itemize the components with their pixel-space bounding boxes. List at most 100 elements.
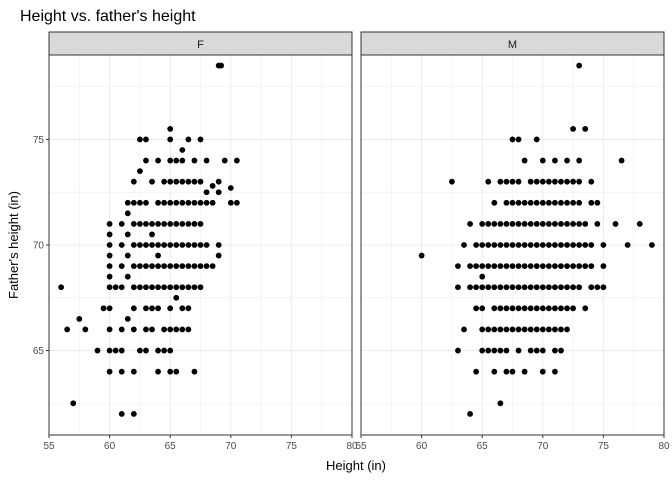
data-point: [552, 284, 558, 291]
data-point: [106, 263, 113, 270]
data-point: [552, 326, 558, 333]
data-point: [167, 368, 174, 375]
data-point: [564, 305, 570, 312]
data-point: [191, 178, 198, 185]
data-point: [161, 199, 168, 206]
data-point: [545, 305, 552, 312]
data-point: [209, 263, 216, 270]
data-point: [185, 178, 192, 185]
data-point: [558, 178, 564, 185]
data-point: [491, 242, 498, 248]
data-point: [161, 220, 168, 227]
data-point: [118, 368, 125, 375]
data-point: [539, 284, 546, 291]
data-point: [497, 242, 504, 248]
data-point: [70, 400, 77, 407]
data-point: [118, 347, 125, 354]
data-point: [64, 326, 71, 333]
data-point: [155, 347, 161, 354]
data-point: [533, 284, 540, 291]
data-point: [473, 284, 480, 291]
data-point: [479, 347, 486, 354]
data-point: [124, 273, 131, 280]
data-point: [118, 263, 125, 270]
data-point: [130, 410, 137, 417]
data-point: [564, 178, 570, 185]
data-point: [503, 220, 510, 227]
data-point: [137, 284, 143, 291]
data-point: [167, 178, 174, 185]
data-point: [558, 242, 564, 248]
data-point: [179, 326, 186, 333]
data-point: [564, 199, 570, 206]
data-point: [539, 242, 546, 248]
data-point: [558, 263, 564, 270]
data-point: [161, 326, 168, 333]
data-point: [564, 242, 570, 248]
data-point: [130, 178, 137, 185]
data-point: [570, 199, 576, 206]
data-point: [191, 368, 198, 375]
data-point: [449, 178, 455, 185]
data-point: [564, 220, 570, 227]
data-point: [149, 263, 155, 270]
data-point: [137, 242, 143, 248]
data-point: [503, 263, 510, 270]
data-point: [185, 284, 192, 291]
data-point: [533, 263, 540, 270]
x-tick-label: 70: [537, 441, 549, 452]
data-point: [215, 189, 222, 196]
data-point: [485, 284, 492, 291]
data-point: [112, 347, 119, 354]
data-point: [648, 242, 655, 248]
data-point: [582, 220, 589, 227]
data-point: [491, 368, 498, 375]
data-point: [515, 220, 522, 227]
facet-strip-label: F: [197, 39, 204, 51]
data-point: [106, 368, 113, 375]
data-point: [155, 368, 161, 375]
data-point: [185, 220, 192, 227]
data-point: [545, 220, 552, 227]
data-point: [167, 326, 174, 333]
data-point: [191, 284, 198, 291]
data-point: [612, 220, 619, 227]
data-point: [143, 263, 149, 270]
data-point: [130, 220, 137, 227]
data-point: [173, 220, 180, 227]
data-point: [161, 284, 168, 291]
data-point: [455, 284, 461, 291]
data-point: [461, 326, 467, 333]
data-point: [112, 284, 119, 291]
data-point: [185, 242, 192, 248]
data-point: [155, 157, 161, 164]
data-point: [503, 326, 510, 333]
data-point: [576, 199, 583, 206]
data-point: [191, 242, 198, 248]
y-tick-label: 65: [33, 346, 45, 357]
data-point: [588, 178, 595, 185]
data-point: [503, 305, 510, 312]
data-point: [473, 242, 480, 248]
data-point: [143, 284, 149, 291]
data-point: [521, 199, 528, 206]
data-point: [509, 178, 516, 185]
data-point: [197, 242, 204, 248]
data-point: [203, 189, 210, 196]
data-point: [491, 263, 498, 270]
data-point: [558, 305, 564, 312]
data-point: [552, 347, 558, 354]
data-point: [161, 347, 168, 354]
data-point: [509, 220, 516, 227]
data-point: [130, 242, 137, 248]
data-point: [137, 199, 143, 206]
data-point: [618, 157, 625, 164]
data-point: [167, 157, 174, 164]
data-point: [137, 347, 143, 354]
data-point: [161, 263, 168, 270]
y-axis-title: Father's height (in): [6, 191, 21, 299]
data-point: [179, 284, 186, 291]
data-point: [545, 199, 552, 206]
data-point: [203, 199, 210, 206]
data-point: [636, 220, 643, 227]
